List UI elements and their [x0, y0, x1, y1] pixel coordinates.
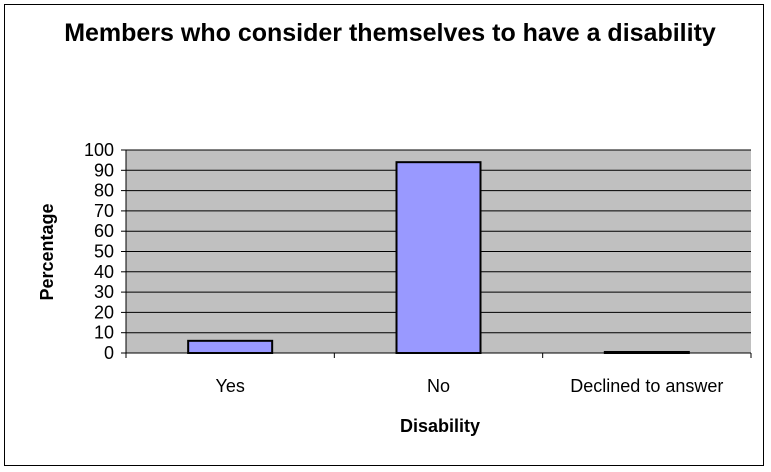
y-tick-label: 50 — [94, 242, 114, 262]
x-tick-label: Declined to answer — [570, 376, 723, 396]
x-tick-labels: Yes No Declined to answer — [215, 376, 723, 396]
y-tick-label: 10 — [94, 323, 114, 343]
chart-title: Members who consider themselves to have … — [64, 19, 716, 47]
y-tick-label: 20 — [94, 302, 114, 322]
bars — [187, 161, 690, 355]
axes — [121, 149, 752, 358]
y-tick-label: 60 — [94, 221, 114, 241]
x-tick-label: No — [427, 376, 450, 396]
y-tick-label: 70 — [94, 201, 114, 221]
bar-yes — [187, 339, 274, 355]
y-tick-label: 40 — [94, 262, 114, 282]
x-axis-title: Disability — [400, 416, 480, 436]
y-tick-label: 90 — [94, 160, 114, 180]
y-tick-label: 80 — [94, 181, 114, 201]
x-tick-label: Yes — [215, 376, 244, 396]
y-axis-title: Percentage — [37, 203, 57, 300]
bar-no — [395, 161, 482, 354]
y-tick-label: 0 — [104, 343, 114, 363]
y-tick-label: 100 — [84, 140, 114, 160]
y-tick-label: 30 — [94, 282, 114, 302]
